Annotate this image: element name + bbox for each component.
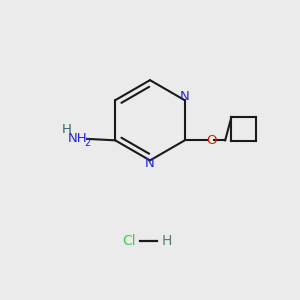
Text: N: N bbox=[145, 157, 155, 170]
Text: 2: 2 bbox=[84, 138, 90, 148]
Text: H: H bbox=[62, 123, 72, 136]
Text: N: N bbox=[180, 90, 190, 103]
Text: H: H bbox=[162, 234, 172, 248]
Text: O: O bbox=[206, 134, 217, 147]
Text: Cl: Cl bbox=[122, 234, 136, 248]
Text: NH: NH bbox=[68, 132, 87, 146]
